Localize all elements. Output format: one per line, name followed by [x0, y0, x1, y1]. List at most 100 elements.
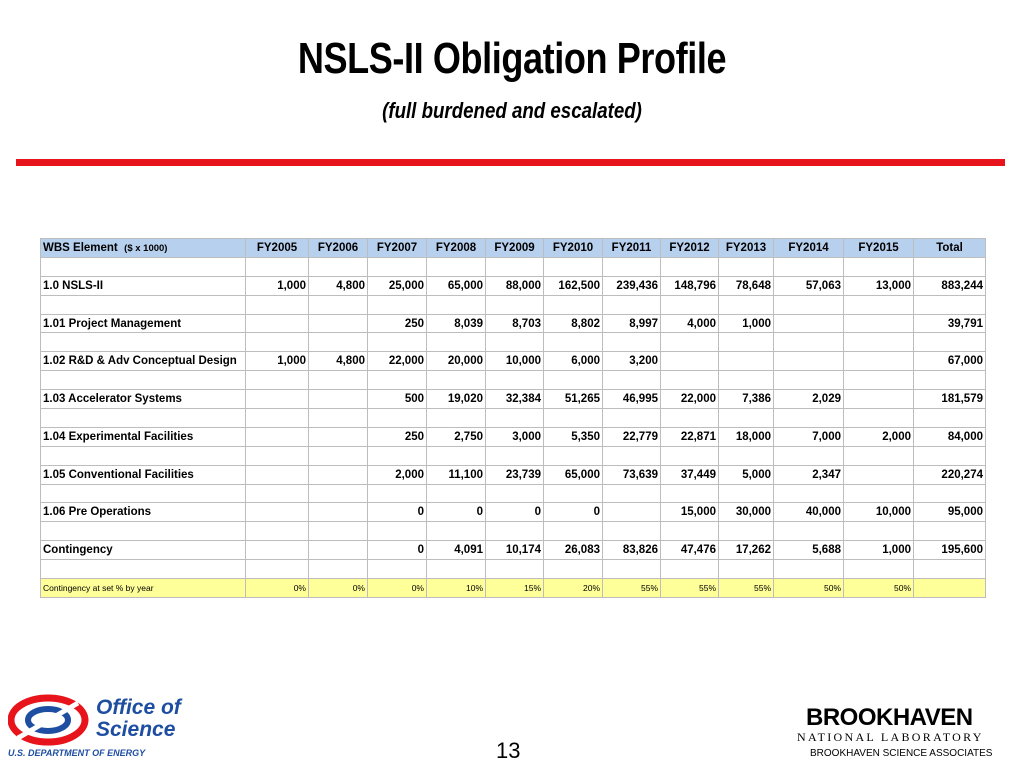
cell: 2,000 — [367, 464, 427, 485]
empty-cell — [602, 445, 661, 466]
cell: 11,100 — [426, 464, 486, 485]
spacer-row — [40, 559, 986, 580]
empty-cell — [913, 445, 986, 466]
header-cell: FY2012 — [660, 238, 719, 258]
cell — [245, 313, 309, 334]
cell: 0% — [367, 578, 427, 598]
empty-cell — [773, 408, 844, 428]
empty-cell — [40, 370, 246, 391]
empty-cell — [718, 332, 774, 353]
empty-cell — [40, 521, 246, 542]
cell: 17,262 — [718, 540, 774, 561]
empty-cell — [718, 559, 774, 580]
cell — [245, 464, 309, 485]
empty-cell — [367, 521, 427, 542]
cell: 37,449 — [660, 464, 719, 485]
cell: 65,000 — [543, 464, 603, 485]
cell: 8,997 — [602, 313, 661, 334]
data-row: 1.02 R&D & Adv Conceptual Design 1,000 4,8… — [40, 351, 986, 372]
empty-cell — [426, 408, 486, 428]
empty-cell — [426, 332, 486, 353]
spacer-row — [40, 445, 986, 466]
empty-cell — [485, 445, 544, 466]
cell: 2,000 — [843, 426, 914, 447]
empty-cell — [308, 256, 368, 277]
cell — [843, 351, 914, 372]
row-label: 1.01 Project Management — [40, 313, 246, 334]
cell: 220,274 — [913, 464, 986, 485]
header-cell: FY2005 — [245, 238, 309, 258]
header-cell: WBS Element ($ x 1000) — [40, 238, 246, 258]
spacer-row — [40, 294, 986, 315]
cell: 55% — [718, 578, 774, 598]
cell: 250 — [367, 426, 427, 447]
empty-cell — [543, 294, 603, 315]
empty-cell — [843, 370, 914, 391]
data-row: 1.03 Accelerator Systems 500 19,020 32,384 5… — [40, 389, 986, 410]
header-cell: Total — [913, 238, 986, 258]
cell — [308, 464, 368, 485]
empty-cell — [773, 559, 844, 580]
logo-ring — [8, 694, 89, 746]
cell: 0 — [543, 502, 603, 523]
cell: 7,000 — [773, 426, 844, 447]
bnl-name: BROOKHAVEN — [806, 704, 973, 731]
empty-cell — [660, 521, 719, 542]
empty-cell — [40, 408, 246, 428]
empty-cell — [245, 332, 309, 353]
cell: 22,000 — [367, 351, 427, 372]
empty-cell — [426, 559, 486, 580]
cell — [773, 351, 844, 372]
cell: 500 — [367, 389, 427, 410]
empty-cell — [660, 445, 719, 466]
empty-cell — [843, 483, 914, 504]
empty-cell — [773, 445, 844, 466]
empty-cell — [367, 559, 427, 580]
empty-cell — [426, 370, 486, 391]
title: NSLS-II Obligation Profile — [297, 34, 727, 83]
cell: 57,063 — [773, 275, 844, 296]
empty-cell — [913, 483, 986, 504]
empty-cell — [602, 370, 661, 391]
empty-cell — [308, 559, 368, 580]
cell: 65,000 — [426, 275, 486, 296]
empty-cell — [843, 294, 914, 315]
cell: 40,000 — [773, 502, 844, 523]
empty-cell — [426, 521, 486, 542]
cell — [308, 426, 368, 447]
cell: 18,000 — [718, 426, 774, 447]
empty-cell — [913, 521, 986, 542]
empty-cell — [40, 332, 246, 353]
empty-cell — [40, 445, 246, 466]
spacer-row — [40, 521, 986, 542]
empty-cell — [367, 332, 427, 353]
empty-cell — [367, 256, 427, 277]
empty-cell — [773, 294, 844, 315]
cell: 5,688 — [773, 540, 844, 561]
cell: 73,639 — [602, 464, 661, 485]
cell: 3,000 — [485, 426, 544, 447]
cell: 883,244 — [913, 275, 986, 296]
cell: 30,000 — [718, 502, 774, 523]
empty-cell — [543, 332, 603, 353]
cell: 4,800 — [308, 351, 368, 372]
header-cell: FY2007 — [367, 238, 427, 258]
cell: 2,029 — [773, 389, 844, 410]
cell: 22,000 — [660, 389, 719, 410]
row-label: 1.03 Accelerator Systems — [40, 389, 246, 410]
empty-cell — [543, 483, 603, 504]
empty-cell — [245, 559, 309, 580]
cell: 88,000 — [485, 275, 544, 296]
empty-cell — [245, 408, 309, 428]
empty-cell — [602, 332, 661, 353]
empty-cell — [308, 332, 368, 353]
doe-name: Office of — [96, 696, 181, 719]
empty-cell — [308, 294, 368, 315]
empty-cell — [718, 294, 774, 315]
cell: 39,791 — [913, 313, 986, 334]
row-label: Contingency — [40, 540, 246, 561]
data-row: 1.05 Conventional Facilities 2,000 11,100 2… — [40, 464, 986, 485]
empty-cell — [602, 408, 661, 428]
empty-cell — [245, 294, 309, 315]
empty-cell — [485, 483, 544, 504]
